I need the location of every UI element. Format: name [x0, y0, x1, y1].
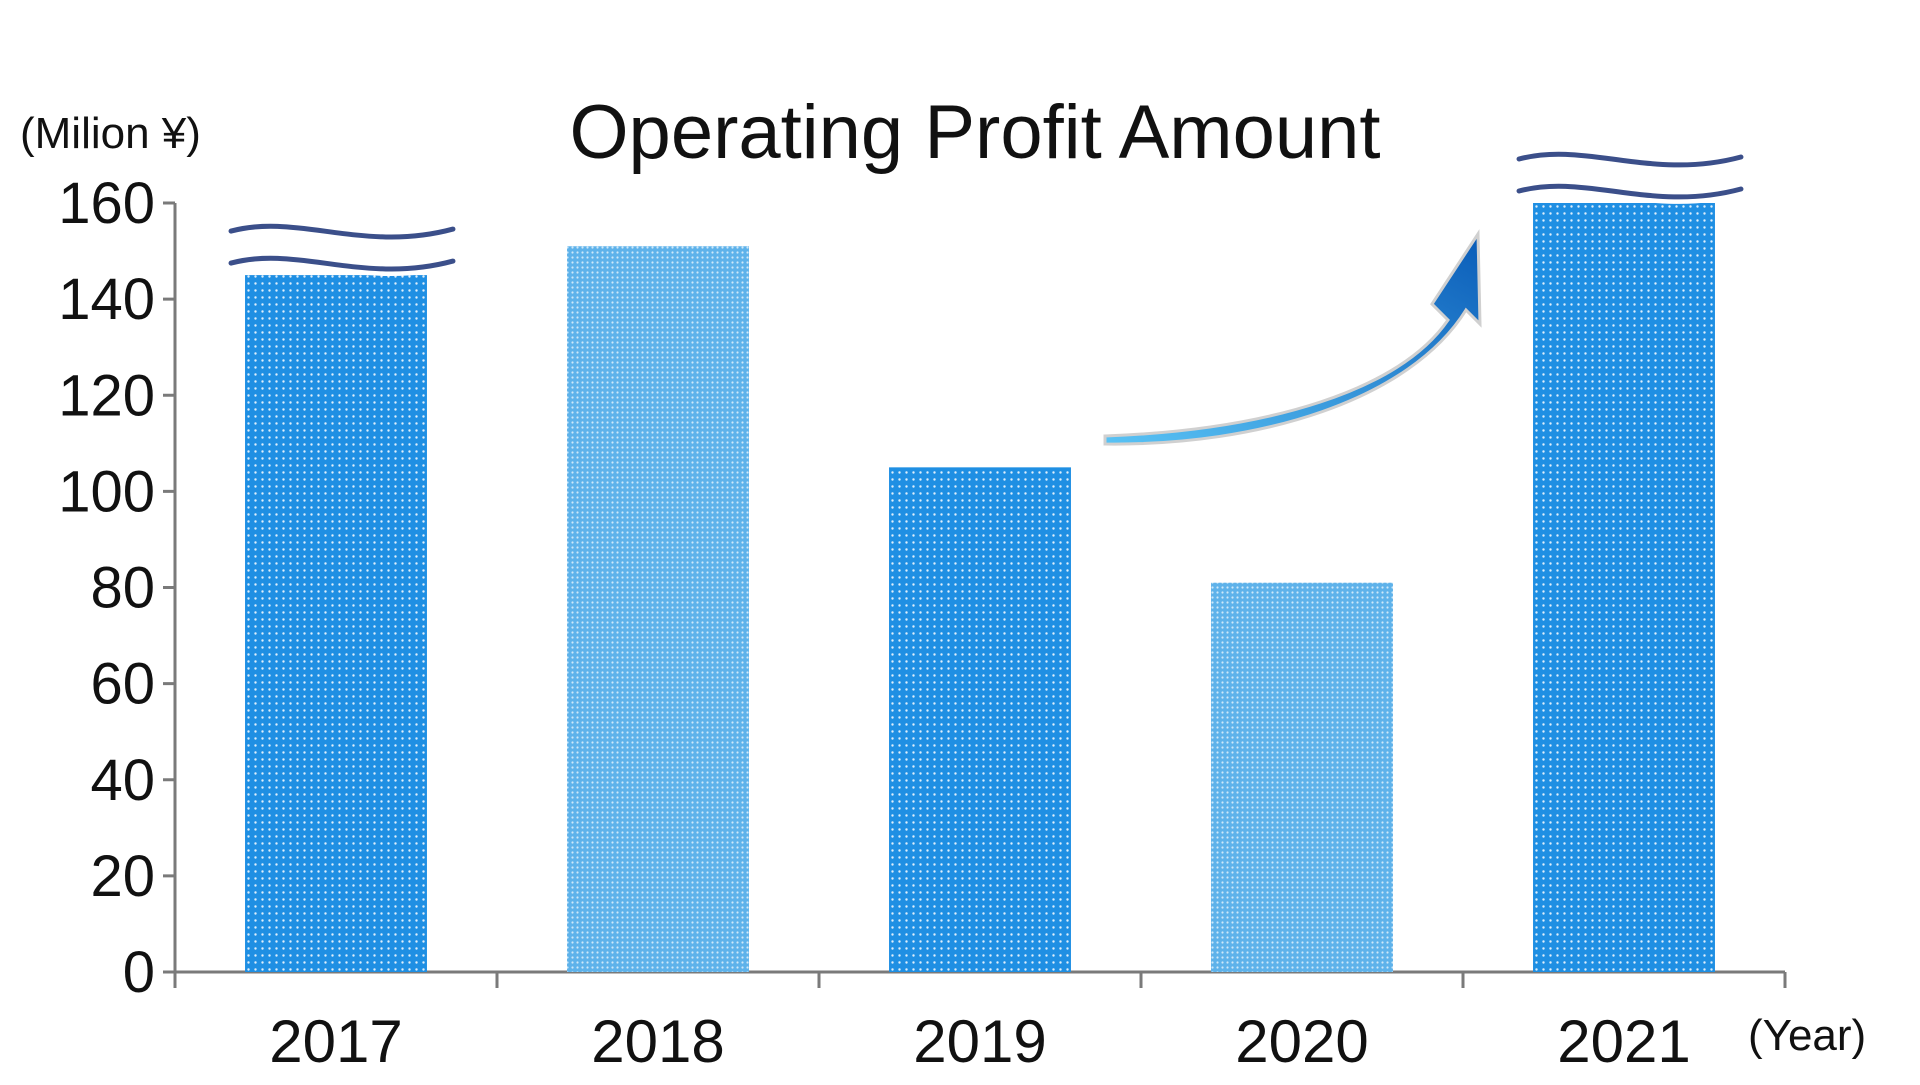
- axis-break-line: [228, 223, 456, 240]
- y-axis: 0 20 40 60 80 100 120 140 160: [58, 171, 177, 1005]
- bar-2017: [245, 275, 427, 972]
- y-tick-label: 80: [90, 556, 155, 621]
- bar-2020: [1211, 582, 1393, 972]
- x-axis: 2017 2018 2019 2020 2021: [173, 970, 1787, 1075]
- y-tick-label: 120: [58, 363, 155, 428]
- x-tick-label: 2021: [1557, 1008, 1690, 1075]
- y-tick-label: 140: [58, 267, 155, 332]
- bars: [245, 203, 1715, 973]
- chart-title: Operating Profit Amount: [569, 90, 1380, 175]
- y-tick-label: 160: [58, 171, 155, 236]
- axis-break-line: [1516, 183, 1744, 200]
- x-tick-label: 2019: [913, 1008, 1046, 1075]
- y-tick-label: 60: [90, 652, 155, 717]
- y-tick-label: 40: [90, 748, 155, 813]
- x-axis-unit-label: (Year): [1748, 1011, 1866, 1060]
- y-tick-label: 0: [123, 940, 155, 1005]
- x-tick-label: 2018: [591, 1008, 724, 1075]
- x-tick-label: 2017: [269, 1008, 402, 1075]
- y-tick-label: 100: [58, 459, 155, 524]
- axis-break-line: [228, 255, 456, 272]
- bar-2019: [889, 467, 1071, 972]
- bar-2021: [1533, 203, 1715, 972]
- axis-break-line: [1516, 151, 1744, 168]
- y-tick-label: 20: [90, 844, 155, 909]
- bar-2018: [567, 246, 749, 973]
- y-axis-unit-label: (Milion ¥): [20, 109, 201, 158]
- upward-trend-arrow: [1103, 229, 1482, 446]
- axis-breaks: [228, 147, 1744, 276]
- x-tick-label: 2020: [1235, 1008, 1368, 1075]
